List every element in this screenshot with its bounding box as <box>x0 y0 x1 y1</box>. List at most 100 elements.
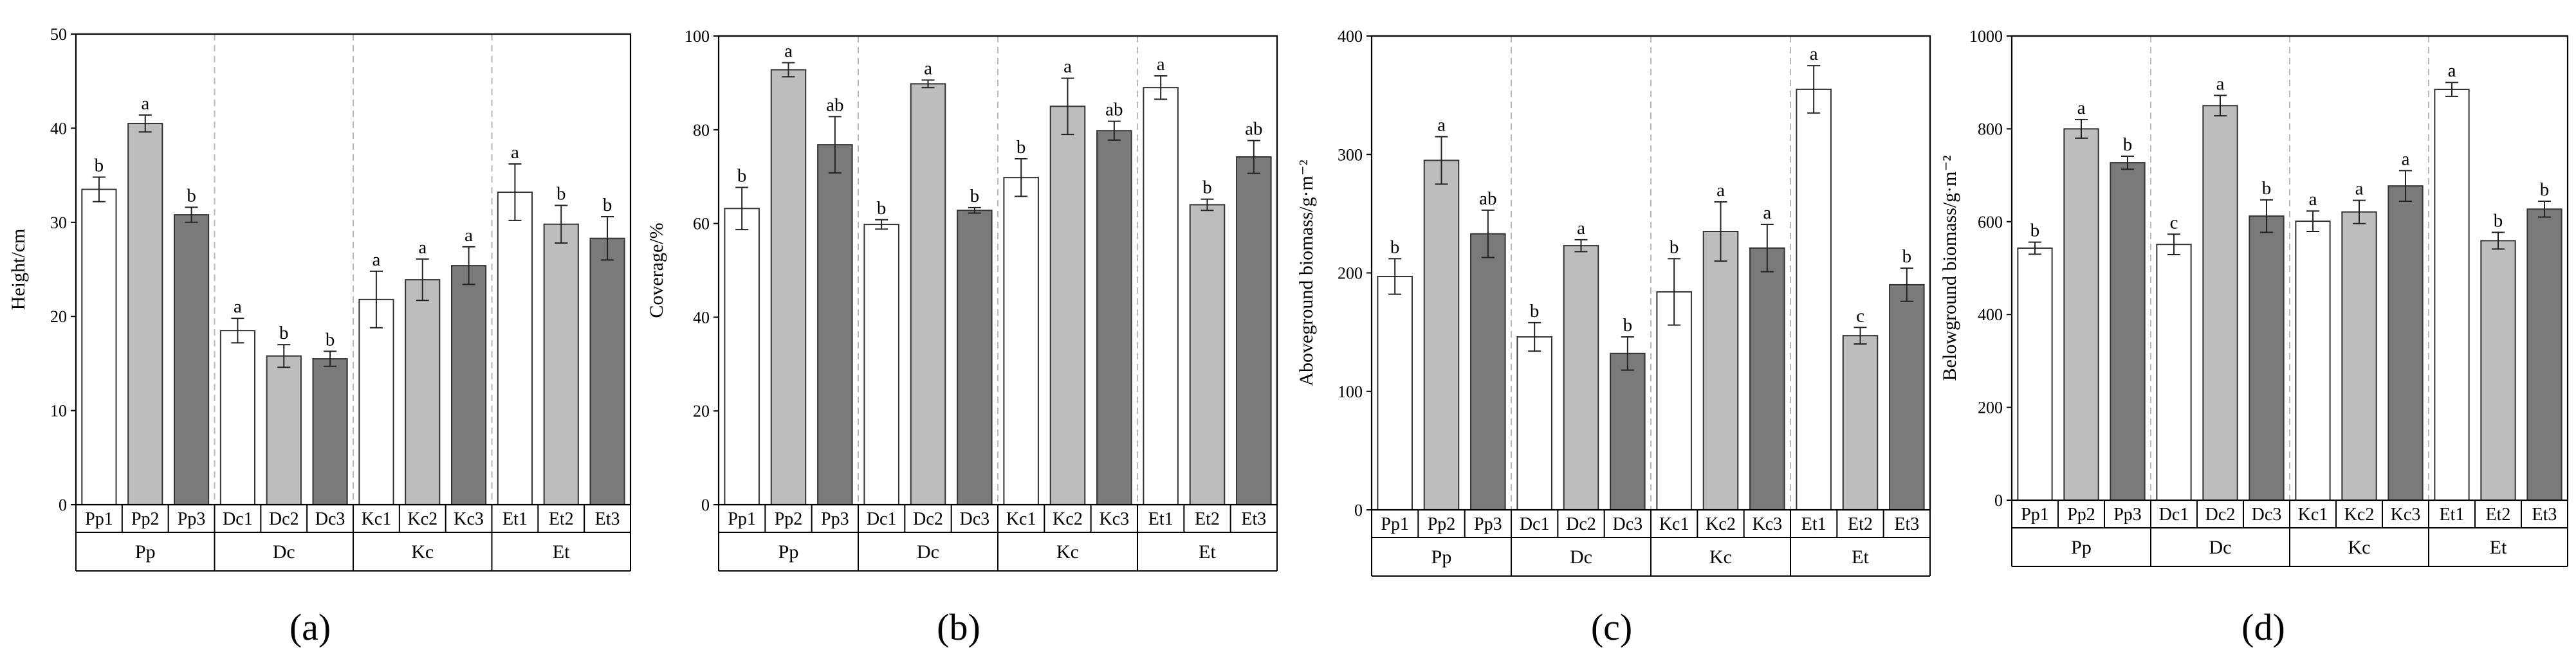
significance-letter: b <box>1017 137 1026 158</box>
group-label: Et <box>1852 546 1869 568</box>
significance-letter: b <box>1530 301 1540 321</box>
significance-letter: a <box>465 225 473 246</box>
significance-letter: a <box>511 142 519 163</box>
significance-letter: a <box>1763 203 1771 223</box>
y-tick-label: 600 <box>1978 213 2003 231</box>
significance-letter: a <box>1810 44 1818 64</box>
significance-letter: b <box>1670 237 1679 257</box>
error-bar-et3 <box>1900 267 1913 302</box>
category-label: Dc1 <box>867 509 897 529</box>
category-label: Pp2 <box>2067 505 2095 525</box>
category-label: Dc1 <box>1520 514 1550 534</box>
error-bar-pp1 <box>735 186 749 231</box>
bar-et2 <box>2480 240 2516 501</box>
error-bar-dc1 <box>1528 321 1541 352</box>
category-label: Kc1 <box>1659 514 1689 534</box>
bar-pp2 <box>1423 159 1460 510</box>
category-label: Dc2 <box>913 509 943 529</box>
category-label: Kc3 <box>454 509 484 529</box>
significance-letter: b <box>877 198 887 219</box>
panel-tag: (b) <box>937 606 980 648</box>
group-label: Dc <box>2209 537 2232 558</box>
category-label: Dc2 <box>2205 505 2236 525</box>
significance-letter: c <box>2170 212 2178 233</box>
y-tick-label: 0 <box>1994 491 2003 510</box>
group-label: Kc <box>1056 541 1079 563</box>
group-label: Kc <box>2348 537 2371 558</box>
bar-kc3 <box>451 265 487 505</box>
y-tick-label: 200 <box>1978 399 2003 417</box>
category-label: Kc2 <box>1053 509 1083 529</box>
significance-letter: b <box>970 186 980 206</box>
error-bar-et3 <box>1247 140 1260 174</box>
y-tick-label: 20 <box>50 307 67 326</box>
bar-kc3 <box>2387 185 2424 501</box>
category-label: Kc2 <box>2344 505 2375 525</box>
error-bar-pp1 <box>92 176 106 203</box>
category-table <box>718 505 1278 572</box>
bar-pp1 <box>81 188 117 505</box>
error-bar-pp2 <box>2075 118 2088 139</box>
bar-pp2 <box>127 123 163 505</box>
category-label: Kc1 <box>362 509 392 529</box>
error-bar-kc2 <box>416 258 429 302</box>
category-label: Pp1 <box>1381 514 1409 534</box>
error-bar-et2 <box>2492 231 2505 250</box>
bar-et2 <box>1842 335 1879 511</box>
error-bar-kc2 <box>1061 77 1074 136</box>
bar-et3 <box>2526 208 2562 501</box>
bar-pp2 <box>770 69 807 506</box>
category-label: Et2 <box>549 509 574 529</box>
significance-letter: b <box>1902 246 1912 267</box>
significance-letter: ab <box>1105 100 1123 120</box>
significance-letter: b <box>95 156 104 176</box>
bar-kc2 <box>1702 231 1739 510</box>
y-tick-label: 50 <box>50 25 67 44</box>
significance-letter: a <box>1157 54 1165 75</box>
category-label: Pp2 <box>131 509 160 529</box>
error-bar-dc2 <box>2214 95 2227 117</box>
bar-et1 <box>2434 89 2470 501</box>
significance-letter: a <box>1577 218 1585 239</box>
error-bar-pp3 <box>2121 155 2134 170</box>
group-label: Et <box>553 541 570 563</box>
y-tick-label: 100 <box>1338 383 1363 401</box>
category-label: Et2 <box>1848 514 1873 534</box>
category-label: Et1 <box>1801 514 1826 534</box>
significance-letter: a <box>2355 179 2364 199</box>
panel-tag: (a) <box>290 606 331 648</box>
category-label: Et3 <box>2532 505 2557 525</box>
error-bar-kc2 <box>1714 201 1727 262</box>
group-label: Pp <box>1431 546 1452 568</box>
group-label: Kc <box>1709 546 1732 568</box>
significance-letter: b <box>603 195 612 215</box>
y-tick-label: 300 <box>1338 145 1363 164</box>
significance-letter: b <box>2540 179 2550 200</box>
error-bar-pp2 <box>1435 136 1448 185</box>
bar-kc1 <box>1656 291 1692 510</box>
bar-et2 <box>1189 204 1226 505</box>
bar-dc3 <box>957 210 993 505</box>
y-axis-title: Aboveground biomass/g·m⁻² <box>1296 159 1317 386</box>
y-tick-label: 200 <box>1338 264 1363 283</box>
significance-letter: c <box>1856 305 1864 326</box>
error-bar-dc1 <box>2167 233 2180 256</box>
bar-et1 <box>497 191 533 505</box>
error-bar-dc2 <box>277 344 291 368</box>
y-tick-label: 10 <box>50 402 67 420</box>
category-table <box>75 505 631 572</box>
significance-letter: a <box>2077 98 2086 118</box>
bar-pp1 <box>2017 247 2053 501</box>
category-label: Et1 <box>2440 505 2465 525</box>
panel-a: b a b a b b a a a a b b 0 10 20 30 40 50 Height/cm Pp1 Pp2 Pp… <box>8 25 632 648</box>
y-tick-label: 60 <box>693 215 710 233</box>
error-bar-pp2 <box>138 114 152 133</box>
significance-letter: b <box>557 183 566 204</box>
significance-letter: a <box>234 296 242 317</box>
bar-pp3 <box>2110 162 2146 501</box>
error-bar-dc1 <box>231 318 244 344</box>
category-label: Et3 <box>1241 509 1266 529</box>
group-label: Pp <box>778 541 799 563</box>
category-label: Dc3 <box>1613 514 1643 534</box>
group-label: Dc <box>1570 546 1592 568</box>
